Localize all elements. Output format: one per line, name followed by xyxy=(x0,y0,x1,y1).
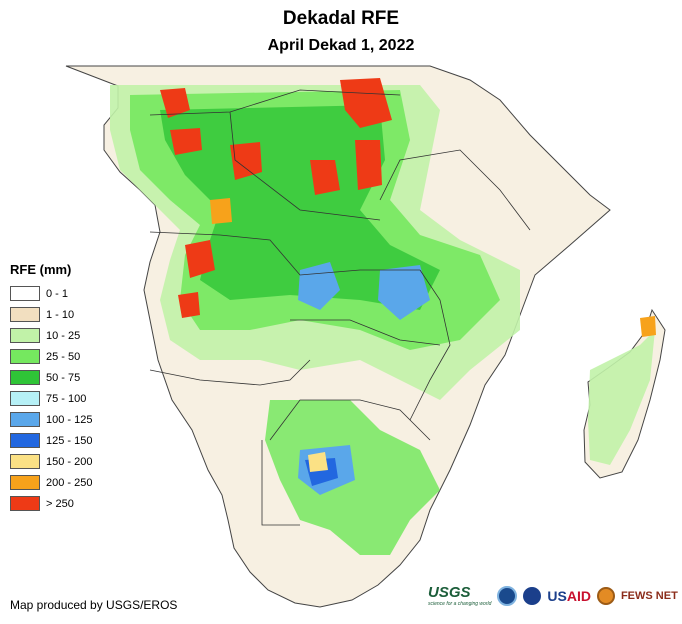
legend-item: 75 - 100 xyxy=(10,388,92,409)
legend-swatch xyxy=(10,370,40,385)
rain-patch-orange xyxy=(210,198,232,224)
rain-patch-red xyxy=(230,142,262,180)
rain-patch-red xyxy=(185,240,215,278)
legend-swatch xyxy=(10,454,40,469)
rain-patch-blue xyxy=(378,265,430,320)
legend-title: RFE (mm) xyxy=(10,262,72,277)
legend-item: 0 - 1 xyxy=(10,283,92,304)
legend-swatch xyxy=(10,307,40,322)
fews-net-logo: FEWS NET xyxy=(620,589,678,602)
map-subtitle: April Dekad 1, 2022 xyxy=(267,37,415,54)
map-title: Dekadal RFE xyxy=(282,8,400,29)
legend-label: 10 - 25 xyxy=(46,329,81,342)
legend-label: 1 - 10 xyxy=(46,308,75,321)
rain-patch-orange xyxy=(640,316,656,337)
legend-swatch xyxy=(10,286,40,301)
legend: RFE (mm) 0 - 1 1 - 10 10 - 25 25 - 50 50 - 7… xyxy=(10,262,92,514)
rain-patch-red xyxy=(160,88,190,118)
legend-rows: 0 - 1 1 - 10 10 - 25 25 - 50 50 - 75 75 - 100… xyxy=(10,283,92,514)
legend-swatch xyxy=(10,475,40,490)
fews-seal-icon xyxy=(596,586,615,605)
border-line xyxy=(290,319,441,346)
legend-label: > 250 xyxy=(46,497,74,510)
legend-label: 100 - 125 xyxy=(46,413,93,426)
legend-label: 25 - 50 xyxy=(46,350,81,363)
border-line xyxy=(149,359,311,386)
legend-label: 200 - 250 xyxy=(46,476,93,489)
legend-item: 1 - 10 xyxy=(10,304,92,325)
border-line xyxy=(149,231,420,276)
legend-label: 150 - 200 xyxy=(46,455,93,468)
rain-patch-red xyxy=(340,78,392,128)
legend-swatch xyxy=(10,328,40,343)
noaa-logo-icon xyxy=(497,585,518,606)
legend-swatch xyxy=(10,412,40,427)
border-line xyxy=(409,269,451,421)
legend-item: 150 - 200 xyxy=(10,451,92,472)
legend-item: > 250 xyxy=(10,493,92,514)
credit-text: Map produced by USGS/EROS xyxy=(10,598,178,612)
legend-label: 125 - 150 xyxy=(46,434,93,447)
legend-item: 25 - 50 xyxy=(10,346,92,367)
rain-patch-red xyxy=(310,160,340,195)
legend-label: 0 - 1 xyxy=(46,287,69,300)
rainfall-patches xyxy=(110,78,656,555)
rain-patch-yellow xyxy=(308,452,328,472)
border-line xyxy=(261,440,300,526)
legend-swatch xyxy=(10,349,40,364)
legend-swatch xyxy=(10,496,40,511)
legend-item: 100 - 125 xyxy=(10,409,92,430)
border-line xyxy=(379,149,531,231)
usgs-logo: USGS science for a changing world xyxy=(428,584,491,607)
border-line xyxy=(149,89,401,116)
legend-item: 125 - 150 xyxy=(10,430,92,451)
legend-label: 75 - 100 xyxy=(46,392,87,405)
legend-item: 10 - 25 xyxy=(10,325,92,346)
usaid-logo: USAID xyxy=(547,588,591,604)
usgs-logo-text: USGS xyxy=(428,584,471,601)
legend-item: 200 - 250 xyxy=(10,472,92,493)
usgs-tagline: science for a changing world xyxy=(428,601,492,607)
rain-patch-red xyxy=(355,140,382,190)
usaid-logo-prefix: US xyxy=(547,587,567,604)
rain-patch-red xyxy=(178,292,200,318)
rain-patch-red xyxy=(170,128,202,155)
legend-label: 50 - 75 xyxy=(46,371,81,384)
usaid-logo-suffix: AID xyxy=(566,587,591,604)
border-line xyxy=(229,111,381,221)
legend-swatch xyxy=(10,391,40,406)
legend-item: 50 - 75 xyxy=(10,367,92,388)
country-borders xyxy=(149,89,531,526)
legend-swatch xyxy=(10,433,40,448)
logo-strip: USGS science for a changing world USAID … xyxy=(428,584,678,607)
rain-madagascar-green xyxy=(588,330,655,465)
usaid-seal-icon xyxy=(523,586,542,605)
